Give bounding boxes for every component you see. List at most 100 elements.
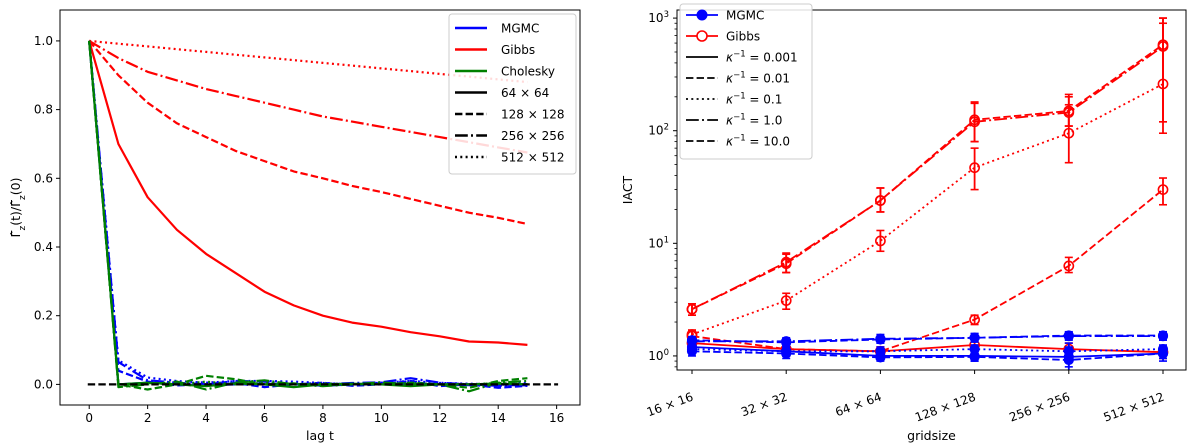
iact-line-gibbs-1 bbox=[691, 188, 1164, 353]
y-tick-label: 102 bbox=[648, 123, 669, 138]
iact-line-mgmc-9 bbox=[691, 334, 1163, 344]
y-axis-label-part: Γ̂ bbox=[8, 200, 23, 207]
legend-label-value: = 10.0 bbox=[746, 135, 790, 149]
y-axis-label: IACT bbox=[620, 175, 635, 204]
iact-line-mgmc-5 bbox=[691, 346, 1164, 358]
data-point-open bbox=[1157, 184, 1169, 195]
data-point-open bbox=[969, 314, 980, 326]
iact-line-gibbs-0 bbox=[691, 342, 1164, 354]
series-line-gibbs-0 bbox=[88, 40, 528, 346]
y-axis-label-part: (t)/ bbox=[8, 206, 23, 226]
data-point-filled bbox=[1157, 330, 1169, 341]
data-point-filled bbox=[1063, 354, 1074, 366]
legend-label: κ−1 = 0.01 bbox=[726, 71, 790, 86]
x-tick-label: 512 × 512 bbox=[1102, 390, 1166, 425]
legend-label-exponent: −1 bbox=[733, 50, 746, 60]
y-tick-exponent: 1 bbox=[664, 235, 669, 245]
legend-label-symbol: κ bbox=[726, 135, 734, 149]
data-point-filled bbox=[1063, 346, 1074, 357]
y-tick-base: 10 bbox=[648, 349, 663, 363]
data-point-filled bbox=[1157, 343, 1169, 355]
legend-label: 512 × 512 bbox=[501, 151, 565, 165]
x-tick-label: 32 × 32 bbox=[739, 390, 789, 420]
legend-label: MGMC bbox=[501, 22, 539, 36]
data-point-open bbox=[780, 258, 792, 270]
x-tick-label: 16 × 16 bbox=[645, 390, 695, 420]
data-point-open bbox=[780, 295, 792, 306]
data-point-filled bbox=[781, 337, 792, 348]
y-tick-base: 10 bbox=[648, 124, 663, 138]
left-legend: MGMC Gibbs Cholesky 64 × 64 128 × 128 256 × 2… bbox=[448, 13, 577, 175]
legend-label-symbol: κ bbox=[726, 93, 734, 107]
y-tick-exponent: 2 bbox=[664, 123, 669, 133]
iact-line-gibbs-2 bbox=[691, 83, 1164, 336]
y-tick-base: 10 bbox=[648, 11, 663, 25]
right-plot-area bbox=[686, 17, 1169, 370]
legend-marker bbox=[696, 30, 708, 42]
iact-line-gibbs-4 bbox=[691, 43, 1164, 311]
y-tick-label: 0.6 bbox=[34, 171, 53, 185]
data-point-filled bbox=[875, 346, 886, 357]
y-axis-label-part: z bbox=[18, 226, 28, 231]
data-point-open bbox=[875, 235, 886, 247]
legend-label-symbol: κ bbox=[726, 72, 734, 86]
x-axis-label: lag t bbox=[306, 428, 334, 443]
x-tick-label: 8 bbox=[319, 411, 327, 425]
legend-label: κ−1 = 0.001 bbox=[726, 50, 798, 65]
y-tick-label: 103 bbox=[648, 10, 669, 25]
series-line-gibbs-2 bbox=[88, 39, 528, 154]
x-tick-label: 0 bbox=[85, 411, 93, 425]
legend-label: MGMC bbox=[726, 9, 764, 23]
y-tick-label: 101 bbox=[648, 235, 669, 250]
data-point-open bbox=[1063, 127, 1075, 139]
y-tick-label: 0.4 bbox=[34, 240, 53, 254]
x-tick-label: 6 bbox=[261, 411, 269, 425]
legend-label-exponent: −1 bbox=[733, 71, 746, 81]
data-point-open bbox=[875, 195, 886, 206]
y-tick-label: 0.0 bbox=[34, 377, 53, 391]
y-axis-label-part: (0) bbox=[8, 178, 23, 196]
data-point-open bbox=[969, 162, 980, 174]
legend-label-symbol: κ bbox=[726, 114, 734, 128]
x-tick-label: 2 bbox=[144, 411, 152, 425]
y-axis-label: Γ̂z(t)/Γ̂z(0) bbox=[8, 178, 28, 238]
y-tick-base: 10 bbox=[648, 236, 663, 250]
x-axis-label: gridsize bbox=[907, 428, 956, 443]
data-point-open bbox=[1063, 105, 1075, 117]
legend-label: Cholesky bbox=[501, 65, 555, 79]
legend-label-value: = 0.1 bbox=[746, 93, 783, 107]
data-point-filled bbox=[686, 335, 698, 346]
data-point-filled bbox=[875, 334, 886, 345]
legend-label: κ−1 = 0.1 bbox=[726, 92, 782, 107]
legend-label-exponent: −1 bbox=[733, 134, 746, 144]
x-tick-label: 10 bbox=[374, 411, 389, 425]
x-tick-label: 4 bbox=[202, 411, 210, 425]
data-point-filled bbox=[781, 346, 792, 357]
x-tick-label: 64 × 64 bbox=[833, 390, 883, 420]
y-tick-exponent: 3 bbox=[664, 10, 669, 20]
x-tick-label: 14 bbox=[491, 411, 506, 425]
data-point-open bbox=[969, 114, 980, 126]
legend-label: Gibbs bbox=[726, 30, 760, 44]
data-point-open bbox=[1157, 39, 1169, 51]
left-plot-area bbox=[87, 39, 559, 393]
series-line-mgmc-7 bbox=[88, 40, 528, 386]
legend-label: κ−1 = 10.0 bbox=[726, 134, 790, 149]
data-point-open bbox=[1063, 260, 1075, 272]
x-tick-label: 16 bbox=[549, 411, 564, 425]
y-tick-label: 0.2 bbox=[34, 309, 53, 323]
data-point-filled bbox=[969, 343, 980, 355]
legend-marker bbox=[696, 9, 708, 21]
legend-label: Gibbs bbox=[501, 43, 535, 57]
y-tick-exponent: 0 bbox=[664, 348, 669, 358]
iact-line-mgmc-6 bbox=[691, 350, 1164, 361]
left-axes-frame bbox=[59, 9, 581, 406]
y-tick-label: 100 bbox=[648, 348, 669, 363]
legend-label-value: = 0.001 bbox=[746, 51, 798, 65]
legend-label-value: = 1.0 bbox=[746, 114, 783, 128]
data-point-filled bbox=[969, 332, 980, 343]
